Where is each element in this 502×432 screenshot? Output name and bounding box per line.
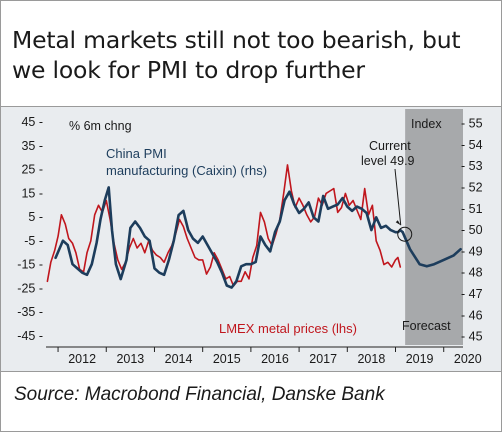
x-tick-label: 2020: [454, 352, 482, 366]
right-tick-label: - 51: [461, 202, 483, 216]
right-tick-label: - 47: [461, 287, 483, 301]
left-tick-label: 5 -: [28, 210, 43, 224]
left-tick-label: 25 -: [21, 163, 43, 177]
right-tick-label: - 46: [461, 308, 483, 322]
annotation-current: Current: [369, 139, 411, 153]
annotation-level: level 49.9: [361, 154, 415, 168]
left-tick-label: -45 -: [17, 329, 43, 343]
x-tick-label: 2017: [309, 352, 337, 366]
pmi-series-label-line-2: manufacturing (Caixin) (rhs): [106, 163, 267, 178]
x-tick-label: 2018: [357, 352, 385, 366]
left-tick-label: -35 -: [17, 305, 43, 319]
lmex-series-label: LMEX metal prices (lhs): [219, 321, 357, 336]
x-tick-label: 2019: [406, 352, 434, 366]
left-tick-label: -5 -: [24, 234, 43, 248]
current-level-circle: [397, 226, 413, 242]
x-tick-label: 2013: [116, 352, 144, 366]
pmi-series-label-line-1: China PMI: [106, 146, 167, 161]
pmi-forecast-line: [401, 230, 462, 268]
forecast-shade: [405, 109, 463, 345]
chart-title: Metal markets still not too bearish, but…: [12, 25, 498, 85]
source-note: Source: Macrobond Financial, Danske Bank: [14, 384, 385, 405]
left-tick-label: 15 -: [21, 186, 43, 200]
right-tick-label: - 52: [461, 180, 483, 194]
chart-title-line-2: we look for PMI to drop further: [12, 56, 365, 84]
left-tick-label: 45 -: [21, 115, 43, 129]
right-tick-label: - 45: [461, 330, 483, 344]
right-tick-label: - 49: [461, 244, 483, 258]
x-tick-label: 2016: [261, 352, 289, 366]
right-tick-label: - 53: [461, 159, 483, 173]
forecast-label: Forecast: [402, 319, 451, 333]
left-tick-label: -25 -: [17, 281, 43, 295]
right-tick-label: - 54: [461, 138, 483, 152]
x-tick-label: 2012: [68, 352, 96, 366]
current-level-arrow: [394, 168, 402, 226]
chart-svg: 45 - 35 - 25 - 15 - 5 - -5 - -15 - -25 - -35 - -4…: [17, 109, 483, 366]
current-level-arrowhead: [395, 220, 401, 226]
x-tick-label: 2014: [165, 352, 193, 366]
right-tick-label: - 55: [461, 117, 483, 131]
left-axis-label: % 6m chng: [69, 119, 132, 133]
left-tick-label: -15 -: [17, 258, 43, 272]
chart-title-line-1: Metal markets still not too bearish, but: [12, 26, 461, 54]
x-tick-label: 2015: [213, 352, 241, 366]
pmi-series-line: [54, 186, 404, 289]
right-tick-label: - 48: [461, 266, 483, 280]
left-tick-label: 35 -: [21, 139, 43, 153]
right-axis-label: Index: [411, 117, 442, 131]
right-tick-label: - 50: [461, 223, 483, 237]
chart-panel: 45 - 35 - 25 - 15 - 5 - -5 - -15 - -25 - -35 - -4…: [1, 106, 501, 372]
